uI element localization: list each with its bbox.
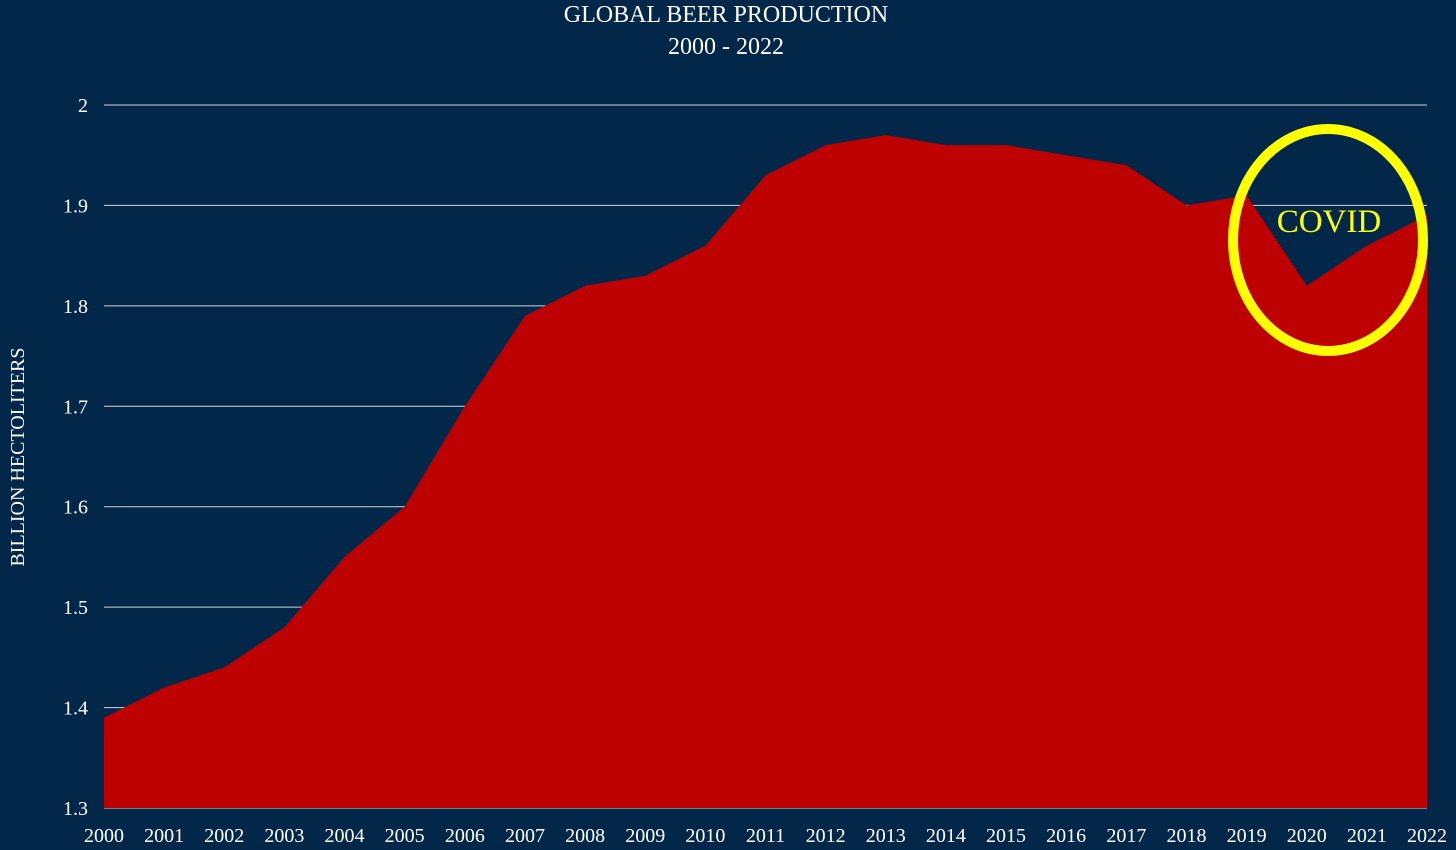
x-tick-label: 2020 xyxy=(1287,825,1327,847)
y-axis-ticks: 1.3 1.4 1.5 1.6 1.7 1.8 1.9 2 xyxy=(63,95,88,820)
x-tick-label: 2015 xyxy=(986,825,1026,847)
series-area xyxy=(104,135,1427,809)
y-tick-label: 1.8 xyxy=(63,296,88,318)
covid-highlight-ellipse xyxy=(1228,124,1428,356)
x-tick-label: 2014 xyxy=(926,825,966,847)
x-tick-label: 2000 xyxy=(84,825,124,847)
chart-title: GLOBAL BEER PRODUCTION xyxy=(564,2,888,28)
x-tick-label: 2011 xyxy=(746,825,785,847)
x-axis-ticks: 2000 2001 2002 2003 2004 2005 2006 2007 2008 2009… xyxy=(84,825,1447,847)
y-tick-label: 1.9 xyxy=(63,195,88,217)
x-tick-label: 2016 xyxy=(1046,825,1086,847)
x-tick-label: 2010 xyxy=(685,825,725,847)
y-tick-label: 1.4 xyxy=(63,698,88,720)
x-tick-label: 2005 xyxy=(385,825,425,847)
x-tick-label: 2002 xyxy=(204,825,244,847)
x-tick-label: 2012 xyxy=(806,825,846,847)
y-axis-label: BILLION HECTOLITERS xyxy=(7,347,29,566)
covid-annotation-label: COVID xyxy=(1277,204,1382,240)
chart-subtitle: 2000 - 2022 xyxy=(668,34,784,60)
y-tick-label: 2 xyxy=(78,95,88,117)
y-tick-label: 1.7 xyxy=(63,396,88,418)
x-tick-label: 2009 xyxy=(625,825,665,847)
y-tick-label: 1.5 xyxy=(63,597,88,619)
x-tick-label: 2001 xyxy=(144,825,184,847)
x-tick-label: 2007 xyxy=(505,825,545,847)
x-tick-label: 2004 xyxy=(325,825,365,847)
area-series xyxy=(104,135,1427,809)
x-tick-label: 2018 xyxy=(1166,825,1206,847)
x-tick-label: 2008 xyxy=(565,825,605,847)
x-tick-label: 2017 xyxy=(1106,825,1146,847)
x-tick-label: 2006 xyxy=(445,825,485,847)
x-tick-label: 2022 xyxy=(1407,825,1447,847)
x-tick-label: 2021 xyxy=(1347,825,1387,847)
x-tick-label: 2019 xyxy=(1227,825,1267,847)
y-tick-label: 1.6 xyxy=(63,497,88,519)
covid-annotation: COVID xyxy=(1228,124,1428,356)
y-tick-label: 1.3 xyxy=(63,798,88,820)
x-tick-label: 2003 xyxy=(264,825,304,847)
x-tick-label: 2013 xyxy=(866,825,906,847)
